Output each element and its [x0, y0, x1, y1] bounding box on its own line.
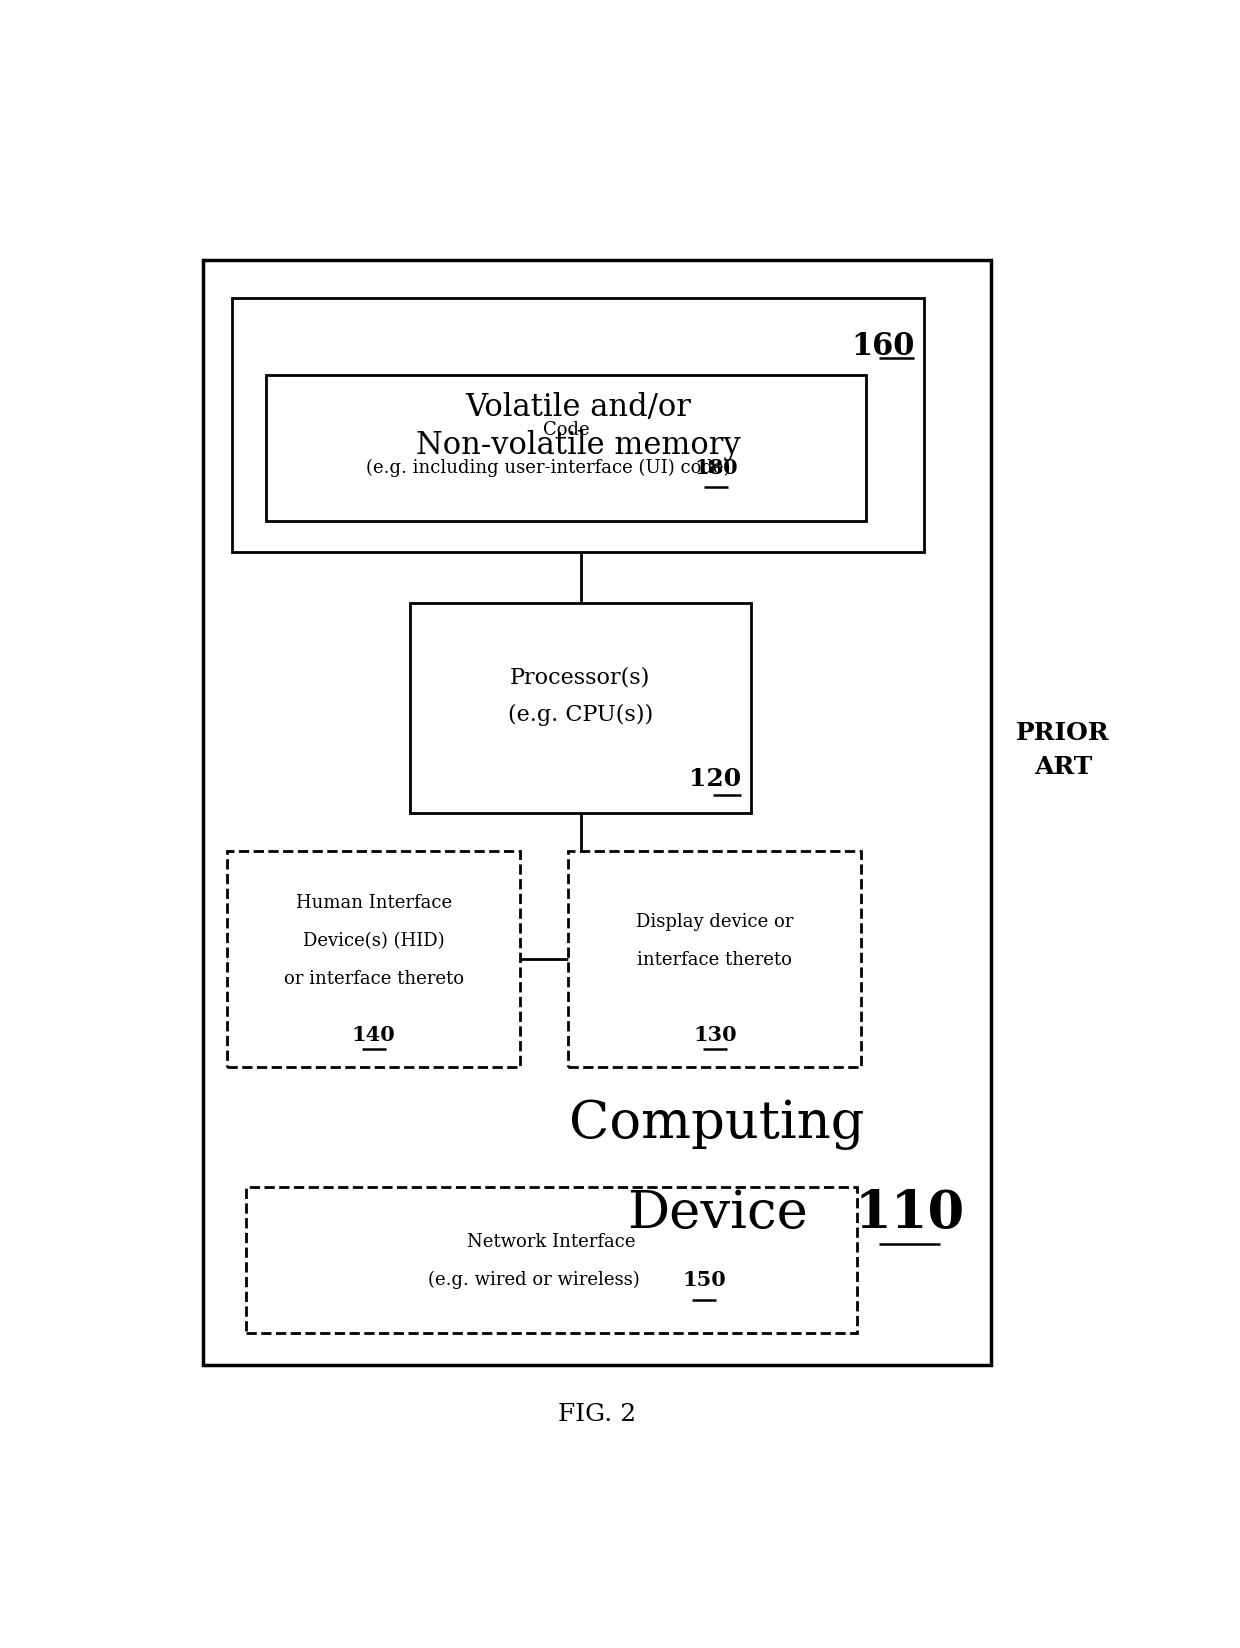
Text: (e.g. wired or wireless): (e.g. wired or wireless)	[428, 1271, 640, 1289]
Text: 110: 110	[854, 1188, 965, 1238]
Bar	[227, 852, 521, 1066]
Text: 120: 120	[689, 766, 742, 791]
Text: Device: Device	[626, 1188, 807, 1238]
Bar	[203, 260, 991, 1365]
Bar	[265, 376, 866, 521]
Text: FIG. 2: FIG. 2	[558, 1402, 636, 1426]
Text: Processor(s): Processor(s)	[510, 666, 651, 687]
Text: interface thereto: interface thereto	[637, 951, 792, 967]
Bar	[232, 300, 924, 554]
Text: Device(s) (HID): Device(s) (HID)	[303, 931, 444, 949]
Text: Computing: Computing	[569, 1099, 866, 1150]
Text: Non-volatile memory: Non-volatile memory	[415, 430, 740, 461]
Text: 150: 150	[682, 1269, 725, 1289]
Text: or interface thereto: or interface thereto	[284, 969, 464, 987]
Text: 140: 140	[352, 1023, 396, 1045]
Text: 130: 130	[693, 1023, 737, 1045]
Bar	[568, 852, 862, 1066]
Text: (e.g. including user-interface (UI) code): (e.g. including user-interface (UI) code…	[366, 458, 730, 476]
Text: Display device or: Display device or	[636, 911, 794, 929]
Text: Network Interface: Network Interface	[467, 1233, 636, 1251]
Text: 160: 160	[851, 331, 914, 363]
Text: PRIOR
ART: PRIOR ART	[1017, 722, 1110, 778]
Text: Human Interface: Human Interface	[295, 893, 451, 911]
Text: (e.g. CPU(s)): (e.g. CPU(s))	[507, 704, 653, 725]
Text: Code: Code	[543, 420, 589, 438]
Bar	[409, 603, 750, 812]
Text: 180: 180	[694, 458, 738, 478]
Bar	[247, 1188, 857, 1333]
Text: Volatile and/or: Volatile and/or	[465, 392, 691, 422]
